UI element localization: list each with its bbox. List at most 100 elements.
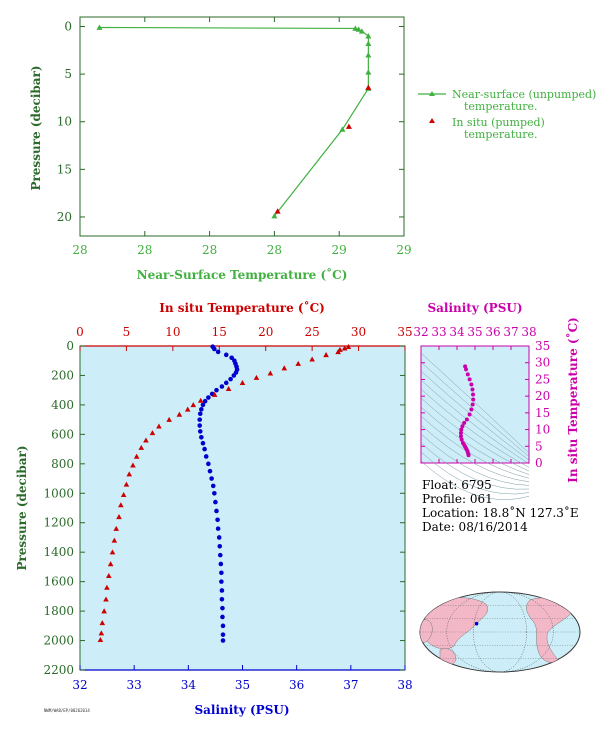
salinity-point <box>218 561 224 567</box>
ts-y-axis-label: In situ Temperature (˚C) <box>565 317 580 483</box>
pressure-tick-label: 1800 <box>43 604 74 618</box>
ts-point <box>469 382 474 387</box>
temperature-point <box>281 365 288 371</box>
salinity-tick-label: 37 <box>343 678 358 692</box>
temperature-tick-label: 15 <box>212 325 227 339</box>
salinity-point <box>213 499 218 505</box>
temperature-point <box>149 430 156 436</box>
salinity-point <box>203 454 209 459</box>
unpumped-temp-point <box>365 33 372 39</box>
near-surface-x-tick-label: 28 <box>137 243 152 257</box>
near-surface-x-tick-label: 29 <box>332 243 347 257</box>
profile-chart: 0 5 10 15 20 25 30 35 32 33 34 35 36 37 38 0 200 400 600… <box>15 300 413 717</box>
pressure-tick-label: 1000 <box>43 486 74 500</box>
ts-point <box>466 453 471 458</box>
temperature-point <box>267 370 274 376</box>
ts-y-ticks: 0 5 10 15 20 25 30 35 <box>421 339 550 470</box>
temperature-point <box>130 462 136 468</box>
ts-point <box>463 364 468 369</box>
temperature-point <box>111 537 118 543</box>
ts-density-contour <box>420 397 530 472</box>
temperature-point <box>120 491 127 497</box>
ts-x-ticks: 32 33 34 35 36 37 38 <box>413 325 537 463</box>
salinity-point <box>202 398 208 404</box>
salinity-tick-label: 36 <box>289 678 304 692</box>
near-surface-y-tick-label: 15 <box>57 162 72 176</box>
temperature-point <box>190 402 197 408</box>
salinity-point <box>219 588 225 593</box>
ts-point <box>459 427 464 432</box>
salinity-point <box>212 346 217 352</box>
footer-code: NWM/WAB/EP/08262014 <box>44 708 90 713</box>
ts-point <box>464 417 469 422</box>
salinity-point <box>199 407 204 412</box>
near-surface-x-ticks: 28 28 28 28 29 29 <box>72 17 412 257</box>
salinity-point <box>215 517 220 523</box>
profile-plot-frame <box>79 345 406 671</box>
temperature-point <box>99 620 106 626</box>
ts-point <box>459 437 464 442</box>
temperature-point <box>253 374 260 380</box>
salinity-tick-label: 35 <box>235 678 250 692</box>
near-surface-y-tick-label: 10 <box>57 115 72 129</box>
temperature-point <box>109 549 116 555</box>
salinity-point <box>206 395 211 400</box>
unpumped-temp-point <box>352 25 359 31</box>
temperature-point <box>309 356 315 362</box>
ts-x-tick-label: 36 <box>485 325 500 339</box>
near-surface-series <box>96 24 372 219</box>
ts-point <box>467 377 472 382</box>
salinity-point <box>217 543 223 549</box>
pressure-tick-label: 1600 <box>43 575 74 589</box>
temperature-point <box>239 380 246 386</box>
profile-number: Profile: 061 <box>422 492 493 506</box>
salinity-bottom-ticks: 32 33 34 35 36 37 38 <box>72 665 413 692</box>
salinity-tick-label: 32 <box>72 678 87 692</box>
near-surface-x-tick-label: 28 <box>202 243 217 257</box>
near-surface-plot-frame <box>79 16 405 237</box>
ts-x-tick-label: 35 <box>467 325 482 339</box>
near-surface-y-tick-label: 0 <box>64 20 72 34</box>
ts-y-tick-label: 20 <box>535 389 550 403</box>
ts-x-tick-label: 34 <box>449 325 465 339</box>
salinity-point <box>220 605 225 611</box>
ts-point <box>470 387 475 392</box>
salinity-point <box>200 440 206 446</box>
salinity-point <box>210 483 216 489</box>
temperature-point <box>341 345 348 351</box>
salinity-bottom-axis-label: Salinity (PSU) <box>194 703 289 717</box>
temperature-point <box>126 471 133 477</box>
legend-label-pumped: In situ (pumped) temperature. <box>452 116 548 141</box>
ts-x-tick-label: 33 <box>431 325 446 339</box>
near-surface-y-ticks: 0 5 10 15 20 <box>57 20 404 224</box>
map-float-location <box>474 621 479 626</box>
near-surface-y-axis-label: Pressure (decibar) <box>29 65 43 190</box>
pressure-tick-label: 2200 <box>43 663 74 677</box>
unpumped-temp-point <box>365 52 372 58</box>
profile-date: Date: 08/16/2014 <box>422 520 528 534</box>
ts-point <box>471 397 476 402</box>
salinity-point <box>212 490 217 496</box>
salinity-point <box>199 435 204 440</box>
temperature-point <box>113 525 120 531</box>
near-surface-y-tick-label: 20 <box>57 210 72 224</box>
temperature-point <box>101 608 107 614</box>
temperature-point <box>166 416 172 422</box>
pressure-tick-label: 600 <box>51 427 74 441</box>
temperature-point <box>98 630 105 636</box>
ts-x-tick-label: 32 <box>413 325 428 339</box>
temperature-point <box>104 584 110 590</box>
legend-label-unpumped: Near-surface (unpumped) temperature. <box>452 88 600 113</box>
profile-series <box>97 343 352 643</box>
temperature-point <box>211 391 218 397</box>
salinity-point <box>220 638 226 643</box>
ts-density-contour <box>420 415 530 479</box>
map-graticule <box>420 591 580 673</box>
temperature-point <box>97 637 104 643</box>
unpumped-temp-point <box>339 126 346 132</box>
ts-point <box>467 412 472 417</box>
salinity-point <box>216 535 222 540</box>
temperature-point <box>116 514 122 520</box>
temperature-point <box>103 596 109 602</box>
